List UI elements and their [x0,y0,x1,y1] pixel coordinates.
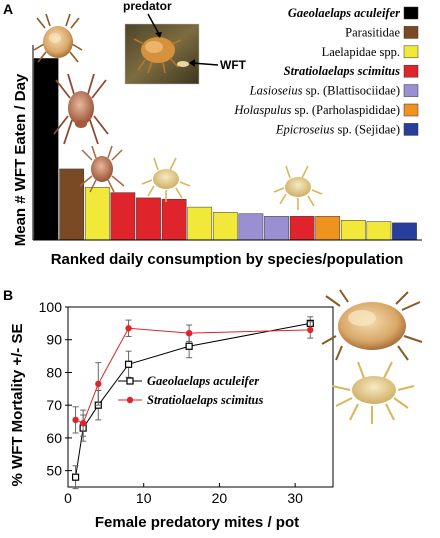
legend-a-label-2: Parasitidae [345,25,400,39]
data-point [72,416,79,424]
legend-a-label-4: Stratiolaelaps scimitus [284,64,400,78]
bar-10 [264,216,289,241]
panel-a-y-axis-label: Mean # WFT Eaten / Day [12,73,29,246]
wft-arrow [191,62,219,66]
predator-arrow [147,13,161,37]
legend-a-label-3: Laelapidae spp. [322,45,400,59]
legend-a-swatch-3 [403,45,419,59]
bar-12 [315,216,341,241]
bar-5 [136,197,161,241]
bar-4 [110,192,136,241]
bar-14 [366,221,392,241]
bar-2 [59,168,85,241]
x-tick-label-30: 30 [287,490,303,506]
pale-mite-photo-2 [273,165,323,210]
legend-a-label-5: Lasioseius sp. (Blattisociidae) [249,84,400,98]
panel-a-bars [33,58,417,241]
panel-b-series [71,316,314,490]
panel-b-letter: B [3,287,13,303]
panel-a-legend: Gaeolaelaps aculeifer Parasitidae Laelapid… [233,6,419,136]
bar-15 [392,222,417,241]
y-tick-label-70: 70 [46,397,62,413]
legend-a-swatch-2 [403,26,419,39]
predator-arrow-head [155,32,162,38]
panel-b-plot-frame [67,306,334,488]
parasitid-mite-photo [53,73,109,145]
data-point [185,342,193,350]
data-point [79,419,87,427]
legend-a-swatch-5 [403,84,419,97]
panel-b-x-axis-label: Female predatory mites / pot [95,514,299,531]
bar-8 [212,212,238,241]
y-tick-label-90: 90 [46,332,62,348]
bar-11 [289,216,315,241]
pale-mite-photo-1 [141,157,191,202]
legend-a-swatch-4 [403,64,419,78]
x-tick-label-0: 0 [64,490,72,506]
bar-3 [84,187,110,241]
panel-b-legend: Gaeolaelaps aculeifer Stratiolaelaps sci… [118,374,263,407]
series-stratiolaelaps [72,319,314,437]
panel-a-x-axis-label: Ranked daily consumption by species/popu… [51,251,404,268]
panel-b-y-axis-label: % WFT Mortality +/- SE [9,324,26,487]
legend-b-marker-gaeolaelaps [126,377,134,385]
bar-7 [187,206,213,241]
predator-wft-photo [124,23,200,85]
data-point [125,325,132,332]
legend-a-swatch-1 [403,6,419,20]
panel-a-letter: A [3,1,13,17]
legend-a-label-1: Gaeolaelaps aculeifer [288,6,400,20]
legend-b-marker-stratiolaelaps [126,396,134,404]
bar-13 [340,220,366,241]
data-point [95,380,102,388]
laelapid-mite-photo [79,145,125,193]
wft-arrow-head [189,59,195,67]
stratiolaelaps-large-photo [331,361,415,424]
panel-b-axes: 50 60 70 80 90 100 0 10 20 30 [39,299,303,506]
wft-callout: WFT [220,58,247,72]
bar-9 [238,213,264,241]
legend-b-label-gaeolaelaps: Gaeolaelaps aculeifer [147,374,259,388]
legend-a-swatch-6 [403,103,419,117]
y-tick-label-60: 60 [46,430,62,446]
bar-1 [33,58,59,241]
legend-b-label-stratiolaelaps: Stratiolaelaps scimitus [147,393,263,407]
gaeolaelaps-large-photo [321,289,423,361]
data-point [307,326,314,334]
x-tick-label-10: 10 [136,490,152,506]
legend-a-label-6: Holaspulus sp. (Parholaspididae) [233,103,400,117]
data-point [124,360,133,368]
data-point [185,329,193,337]
y-tick-label-50: 50 [46,463,62,479]
legend-a-label-7: Epicroseius sp. (Sejidae) [275,122,400,136]
y-tick-label-100: 100 [39,299,63,315]
predator-callout: predator [123,0,172,13]
bar-6 [161,198,187,241]
gaeolaelaps-mite-photo [33,13,83,63]
legend-a-swatch-7 [403,123,419,136]
data-point [71,473,80,481]
x-tick-label-20: 20 [212,490,228,506]
y-tick-label-80: 80 [46,364,62,380]
